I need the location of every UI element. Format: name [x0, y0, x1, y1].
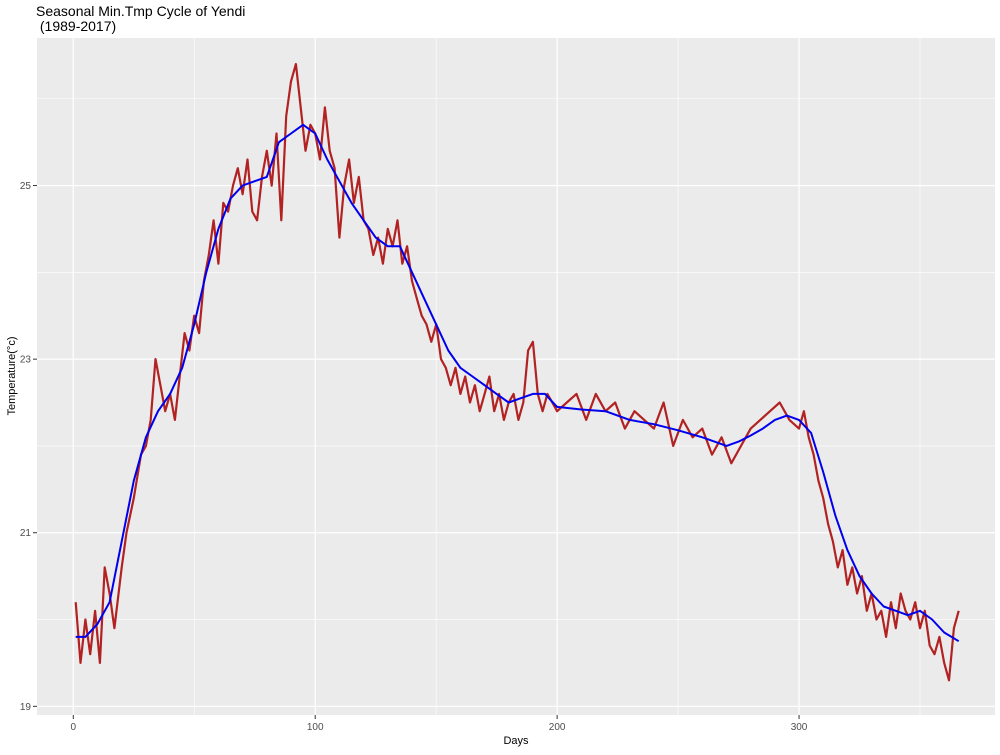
- x-tick-label: 0: [71, 722, 77, 733]
- daily-series-line: [74, 62, 960, 682]
- plot-panel: [37, 38, 995, 715]
- axis-ticks: [33, 185, 800, 719]
- y-tick-label: 21: [20, 528, 32, 539]
- y-tick-label: 19: [20, 702, 32, 713]
- x-axis-label: Days: [503, 735, 529, 747]
- y-tick-label: 23: [20, 355, 32, 366]
- grid-major: [37, 38, 995, 715]
- chart-title-line2: (1989-2017): [36, 18, 117, 34]
- x-tick-label: 300: [791, 722, 808, 733]
- series-layer: [74, 62, 960, 682]
- x-tick-label: 200: [549, 722, 566, 733]
- chart-title-line1: Seasonal Min.Tmp Cycle of Yendi: [36, 3, 246, 19]
- y-tick-label: 25: [20, 181, 32, 192]
- x-tick-label: 100: [307, 722, 324, 733]
- grid-minor: [37, 38, 995, 715]
- smoothed-series-line: [75, 123, 960, 643]
- tick-labels: 0 100 200 300 19 21 23 25: [20, 181, 808, 733]
- chart-title: Seasonal Min.Tmp Cycle of Yendi (1989-20…: [36, 4, 245, 34]
- y-axis-label: Temperature(°c): [6, 337, 18, 416]
